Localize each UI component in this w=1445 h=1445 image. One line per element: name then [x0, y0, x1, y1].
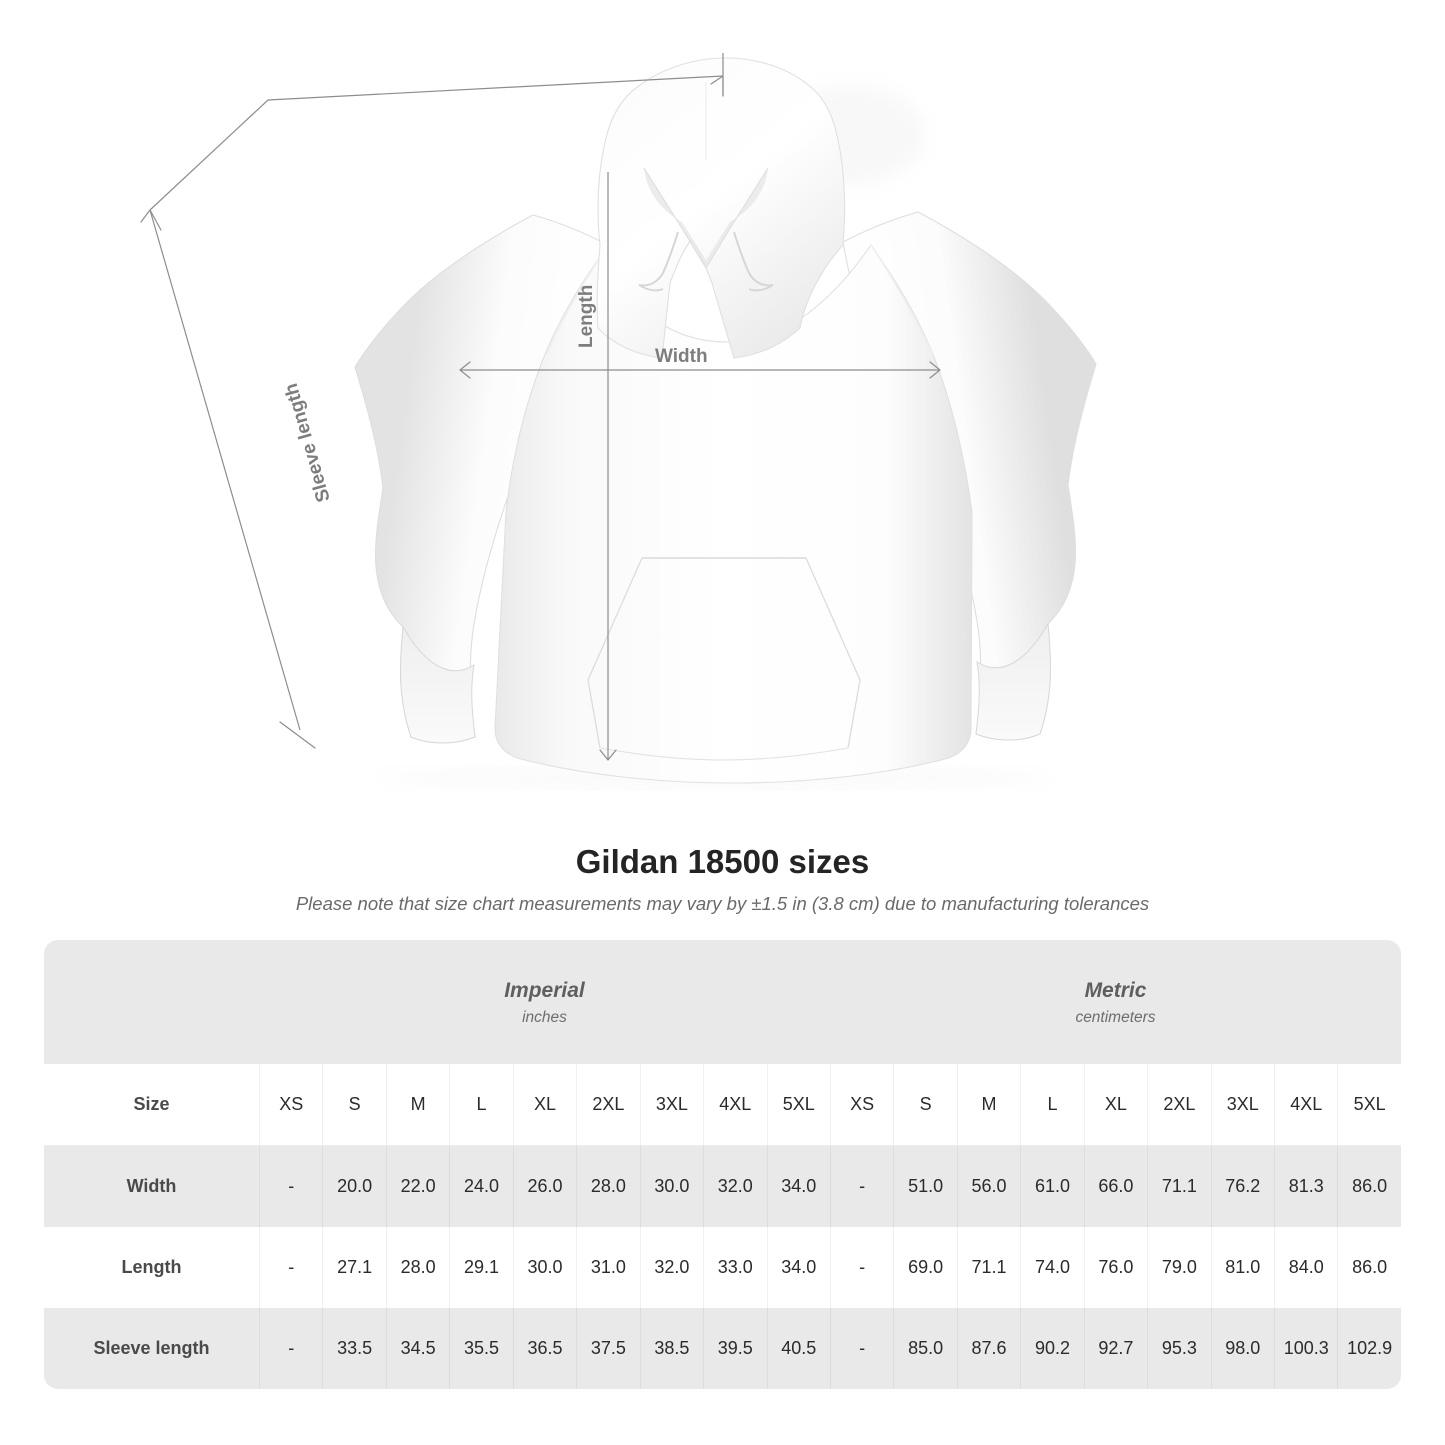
- svg-text:Sleeve length: Sleeve length: [281, 381, 335, 505]
- svg-text:Length: Length: [576, 285, 597, 348]
- svg-text:Width: Width: [655, 346, 708, 367]
